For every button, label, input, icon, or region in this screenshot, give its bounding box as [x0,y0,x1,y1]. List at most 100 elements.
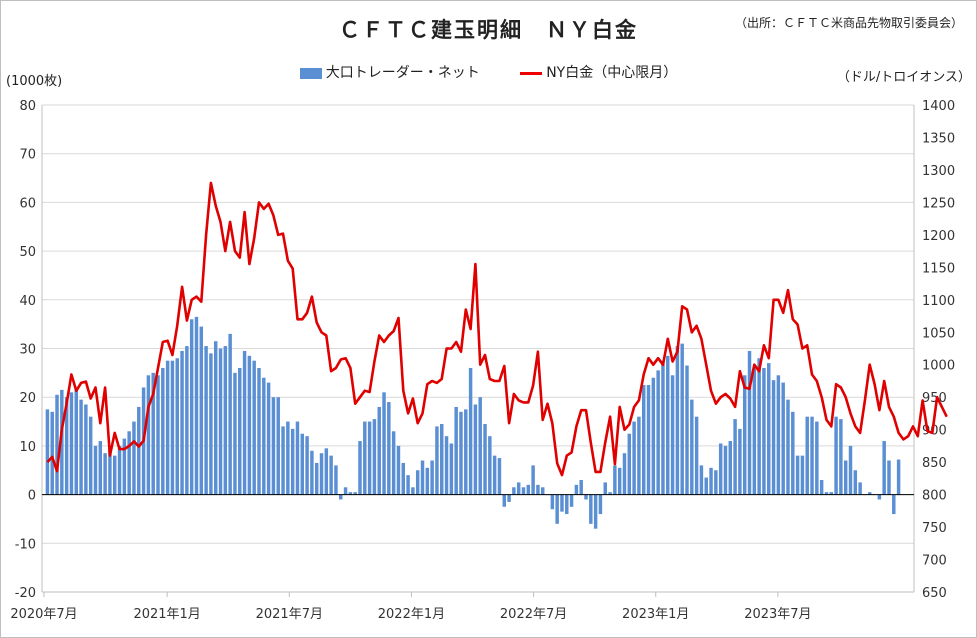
bar [709,467,713,495]
legend-bar-swatch [299,67,322,79]
bar [449,443,454,495]
bar [88,416,93,495]
bar [728,441,733,495]
bar [165,360,170,495]
right-axis-tick-label: 1200 [922,229,955,244]
bar [767,363,771,495]
bar [656,370,660,495]
bar [473,404,478,495]
bar [887,460,891,495]
bar [742,375,747,495]
right-axis-tick-label: 1100 [922,294,955,309]
left-axis-tick-label: -10 [15,537,36,552]
bar [213,341,218,495]
bar [223,346,228,495]
right-axis-tick-label: 800 [922,489,947,504]
bar [598,494,603,515]
bar [290,428,295,495]
bar [444,436,449,495]
bar [372,419,377,495]
x-axis-tick-label: 2023年7月 [744,607,811,622]
bar [103,453,107,495]
bar [670,375,675,495]
x-axis-tick-label: 2023年1月 [622,607,689,622]
bar [122,438,127,495]
source-note: （出所：ＣＦＴＣ米商品先物取引委員会） [734,16,963,30]
bar [238,367,242,495]
bar [805,416,809,495]
bar [747,350,752,495]
bar [396,445,401,495]
bar [430,460,434,495]
bar [175,358,179,495]
bar [892,494,896,515]
bar [685,365,689,495]
bar [468,367,473,495]
bar [824,492,829,495]
bar [714,470,718,495]
legend-item-line: NY白金（中心限月） [520,62,677,82]
bar [646,385,651,495]
bar [180,350,184,495]
bar [791,411,795,495]
right-axis-tick-label: 1000 [922,359,955,374]
bar [454,406,458,495]
bar [156,375,160,495]
bar [661,360,665,495]
bar [329,455,333,495]
x-axis-tick-label: 2022年1月 [378,607,445,622]
bar [641,385,646,495]
bar [185,346,189,495]
bar [218,348,223,495]
right-axis-tick-label: 1400 [922,99,955,114]
bar [435,426,439,495]
bar [425,467,430,495]
bar [60,389,64,495]
right-axis-tick-label: 1350 [922,131,955,146]
bar [146,375,151,495]
bar [829,492,834,495]
bar [786,399,790,495]
bar [170,360,175,495]
bar [286,421,290,495]
bar [680,343,684,495]
right-axis-tick-label: 900 [922,424,947,439]
x-axis-tick-label: 2022年7月 [500,607,567,622]
bar [252,360,256,495]
left-axis-unit: (1000枚) [6,74,63,89]
bar [353,492,357,495]
bar [98,441,103,495]
bar [569,494,574,507]
right-axis-tick-label: 1300 [922,164,955,179]
bar [45,409,50,495]
x-axis-tick-label: 2021年1月 [133,607,200,622]
right-axis-tick-label: 650 [922,586,947,601]
bar [613,465,617,495]
bar [584,494,588,500]
bar [526,484,531,495]
bar [348,492,353,495]
bar [459,411,463,495]
bar [151,372,155,495]
right-axis-unit: （ドル/トロイオンス） [836,70,971,85]
legend-line-label: NY白金（中心限月） [546,65,678,81]
bar [161,367,165,495]
bar [632,421,636,495]
bar [507,494,511,502]
left-axis-tick-label: 30 [19,343,36,358]
bar [276,397,280,495]
bar [377,406,381,495]
bar [718,443,723,495]
left-axis-tick-label: 70 [19,148,36,163]
bar [690,399,694,495]
bar [319,453,324,495]
bar [257,367,261,495]
bar [593,494,598,529]
bar [704,477,708,495]
bar [295,421,300,495]
bar [540,487,545,495]
bar [127,431,131,495]
bar [637,416,641,495]
bar [247,355,252,495]
